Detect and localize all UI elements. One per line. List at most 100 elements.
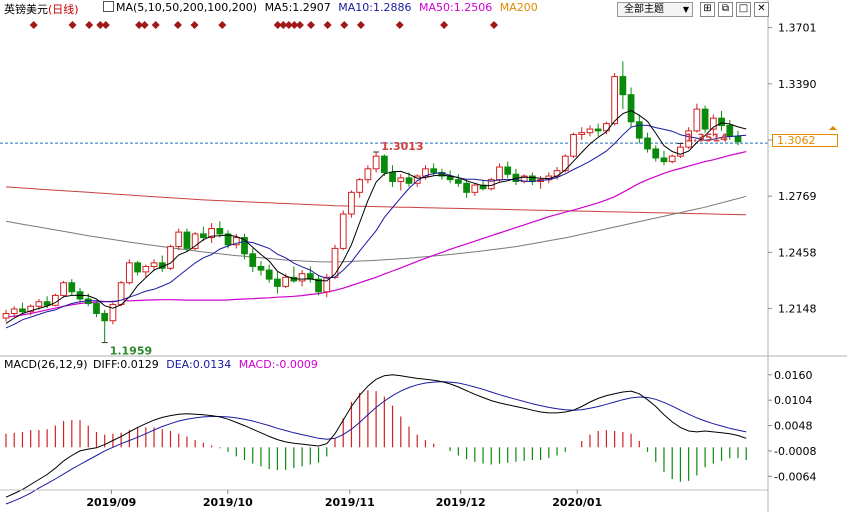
macd-legend: MACD(26,12,9) DIFF:0.0129 DEA:0.0134 MAC… [4, 358, 318, 371]
chart-title: 英镑美元(日线) [4, 1, 79, 17]
event-marker-icon[interactable] [295, 21, 304, 29]
macd-hist-value: MACD:-0.0009 [238, 358, 318, 371]
ma-legend: MA(5,10,50,200,100,200) MA5:1.2907 MA10:… [103, 1, 538, 14]
event-marker-icon[interactable] [140, 21, 149, 29]
candle-up [578, 132, 586, 135]
candle-down [652, 148, 660, 159]
event-marker-icon[interactable] [68, 21, 77, 29]
event-marker-icon[interactable] [173, 21, 182, 29]
candle-down [644, 137, 651, 150]
ma5-value: MA5:1.2907 [264, 1, 331, 14]
ma50-line [5, 151, 747, 318]
candle-up [2, 312, 10, 319]
event-marker-icon[interactable] [279, 21, 288, 29]
close-icon[interactable]: ✕ [754, 2, 769, 17]
candle-up [60, 282, 67, 296]
price-tick-label: 1.2148 [778, 302, 817, 315]
event-marker-icon[interactable] [307, 21, 315, 29]
event-marker-icon[interactable] [395, 21, 404, 29]
macd-tick-label: -0.0008 [774, 445, 816, 458]
ma10-value: MA10:1.2886 [338, 1, 412, 14]
macd-panel [5, 374, 747, 505]
candle-down [619, 76, 627, 96]
candle-down [701, 108, 709, 130]
candle-up [142, 265, 150, 273]
candle-up [668, 155, 676, 163]
ma-params: MA(5,10,50,200,100,200) [116, 1, 258, 14]
candle-up [150, 262, 158, 267]
event-marker-icon[interactable] [218, 21, 227, 29]
ma200-value: MA200 [499, 1, 538, 14]
candle-down [504, 166, 512, 175]
event-marker-icon[interactable] [290, 21, 299, 29]
candle-down [718, 117, 725, 126]
restore-icon[interactable]: ⧉ [718, 2, 733, 17]
candle-down [257, 265, 265, 271]
candle-up [413, 175, 421, 184]
time-tick-label: 2019/09 [86, 496, 136, 509]
candle-up [331, 247, 339, 278]
price-tick-label: 1.2769 [778, 190, 817, 203]
macd-params: MACD(26,12,9) [4, 358, 88, 371]
candle-up [208, 227, 215, 239]
candle-down [635, 121, 643, 139]
event-marker-icon[interactable] [340, 21, 349, 29]
price-tick-label: 1.2458 [778, 246, 817, 259]
candle-down [249, 253, 257, 267]
extreme-label: 1.1959 [110, 345, 152, 358]
event-marker-icon[interactable] [85, 21, 94, 29]
candle-up [27, 305, 35, 313]
period-label: (日线) [48, 3, 79, 16]
time-tick-label: 2019/10 [203, 496, 253, 509]
macd-diff-value: DIFF:0.0129 [93, 358, 159, 371]
candle-down [241, 237, 248, 255]
macd-tick-label: 0.0048 [774, 420, 813, 433]
event-marker-icon[interactable] [490, 21, 498, 29]
event-marker-icon[interactable] [151, 21, 160, 29]
candle-down [594, 128, 602, 132]
event-marker-icon[interactable] [284, 21, 293, 29]
candle-down [274, 278, 281, 287]
event-marker-icon[interactable] [323, 21, 332, 29]
time-tick-label: 2020/01 [552, 496, 602, 509]
candle-up [109, 303, 117, 322]
event-marker-icon[interactable] [29, 21, 38, 29]
event-marker-icon[interactable] [135, 21, 144, 29]
candle-up [496, 166, 503, 181]
grid-icon[interactable]: ⊞ [700, 2, 715, 17]
ma5-line [5, 110, 747, 324]
price-tag-arrow-icon [829, 126, 837, 130]
event-marker-icon[interactable] [190, 21, 199, 29]
macd-dea-value: DEA:0.0134 [166, 358, 232, 371]
candle-up [561, 155, 569, 172]
maximize-icon[interactable]: □ [736, 2, 751, 17]
candle-down [19, 308, 26, 313]
event-marker-icon[interactable] [440, 21, 449, 29]
candle-down [463, 182, 470, 193]
extreme-label: 1.3013 [381, 140, 423, 153]
price-tick-label: 1.3701 [778, 22, 817, 35]
ma-toggle-icon[interactable] [103, 1, 114, 12]
candle-up [397, 177, 405, 182]
event-marker-icon[interactable] [356, 21, 365, 29]
candle-down [200, 233, 207, 239]
candle-down [134, 262, 141, 273]
symbol-name: 英镑美元 [4, 3, 48, 16]
candle-down [627, 94, 635, 123]
candle-up [348, 191, 355, 215]
candle-down [315, 278, 322, 293]
candle-up [364, 168, 372, 181]
extreme-label: 1.3514 [685, 132, 728, 145]
theme-select[interactable]: 全部主题 ▼ [617, 2, 693, 17]
macd-dea-line [5, 381, 747, 505]
event-marker-icon[interactable] [96, 21, 105, 29]
chevron-down-icon: ▼ [682, 5, 689, 14]
event-marker-icon[interactable] [101, 21, 110, 29]
event-marker-icon[interactable] [273, 21, 282, 29]
macd-tick-label: -0.0064 [774, 470, 816, 483]
candle-down [93, 303, 100, 314]
candle-up [685, 130, 693, 148]
candle-up [356, 179, 364, 193]
candle-down [224, 233, 232, 246]
